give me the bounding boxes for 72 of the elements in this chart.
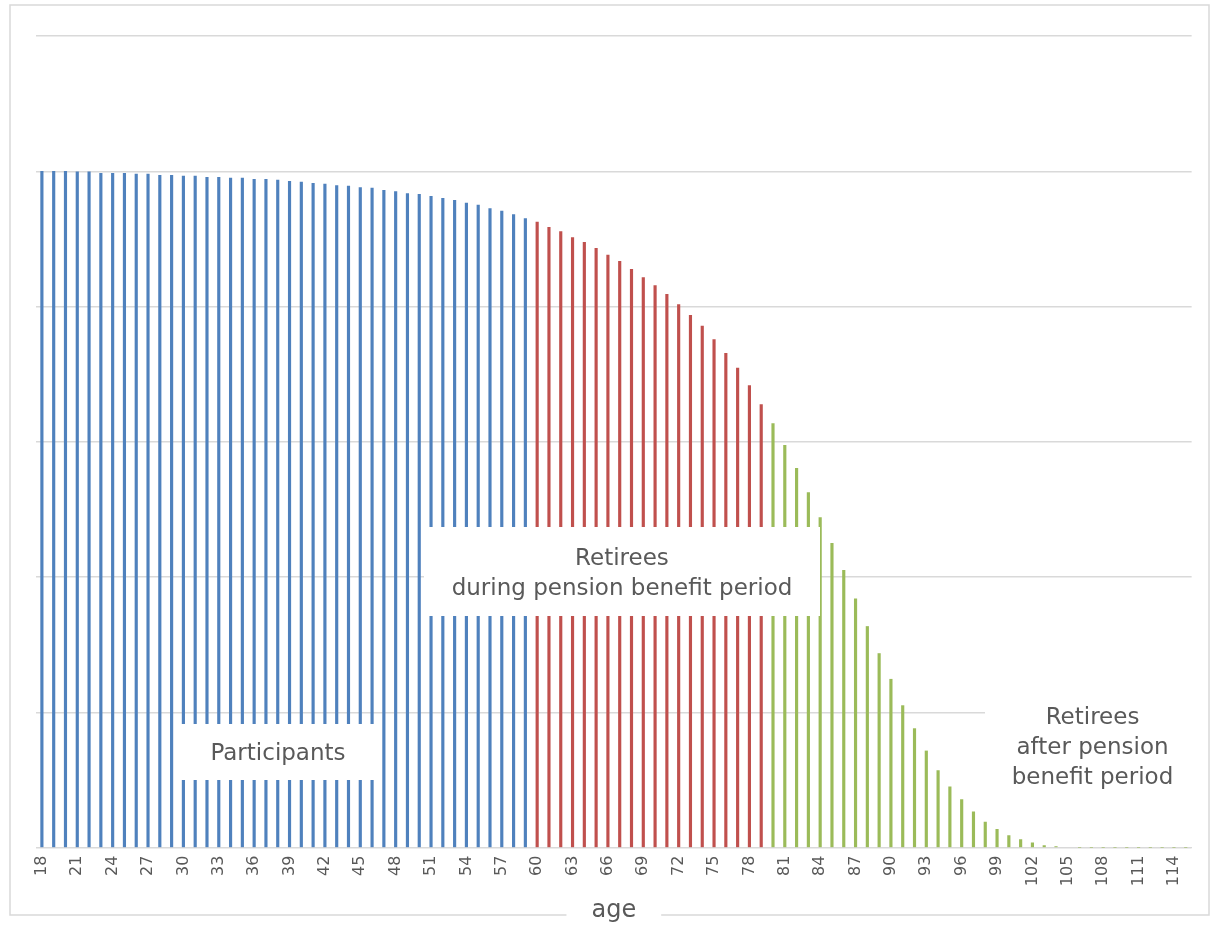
x-tick-label: 102: [1021, 855, 1041, 887]
x-tick-label: 57: [490, 855, 510, 877]
bar: [99, 172, 103, 848]
bar: [971, 811, 976, 848]
bar: [877, 653, 881, 848]
bar: [924, 750, 928, 848]
bar: [1007, 835, 1011, 848]
x-tick-label: 63: [561, 855, 581, 877]
x-tick-label: 51: [420, 855, 440, 877]
bar: [111, 172, 115, 848]
x-tick-label: 72: [667, 855, 687, 877]
annotation: Participants: [180, 724, 376, 780]
bar: [889, 678, 893, 848]
bar: [983, 821, 987, 848]
x-tick-label: 39: [278, 855, 298, 877]
bar: [205, 177, 209, 848]
x-tick-label: 30: [172, 855, 192, 877]
x-tick-label: 75: [703, 855, 723, 877]
bar: [370, 187, 374, 848]
bar: [170, 175, 174, 848]
annotation: Retirees during pension benefit period: [424, 527, 820, 616]
bar: [948, 786, 952, 848]
bar: [75, 171, 79, 848]
x-tick-label: 99: [986, 855, 1006, 877]
bar: [122, 172, 127, 848]
x-tick-label: 93: [915, 855, 935, 877]
x-tick-label: 81: [773, 855, 793, 877]
bar: [960, 799, 964, 848]
bar: [382, 189, 386, 848]
bar: [865, 626, 869, 848]
x-tick-label: 78: [738, 855, 758, 877]
bar: [87, 171, 91, 848]
bar: [853, 598, 858, 848]
x-tick-label: 36: [243, 855, 263, 877]
x-tick-label: 114: [1163, 855, 1183, 887]
x-tick-label: 105: [1056, 855, 1076, 887]
x-tick-label: 96: [950, 855, 970, 877]
bar: [405, 193, 410, 848]
bar: [134, 173, 138, 848]
bar: [830, 542, 834, 848]
bar: [394, 191, 398, 848]
x-tick-label: 48: [384, 855, 404, 877]
x-axis-title: age: [591, 894, 637, 923]
x-tick-label: 45: [349, 855, 369, 877]
x-tick-label: 24: [101, 855, 121, 877]
x-tick-label: 84: [809, 855, 829, 877]
bar: [1019, 839, 1023, 848]
x-tick-label: 66: [597, 855, 617, 877]
x-tick-label: 33: [207, 855, 227, 877]
x-tick-label: 69: [632, 855, 652, 877]
bar: [995, 829, 999, 848]
x-tick-label: 111: [1127, 855, 1147, 887]
bar: [63, 170, 68, 848]
bar: [146, 173, 150, 848]
x-tick-label: 42: [314, 855, 334, 877]
x-tick-label: 54: [455, 855, 475, 877]
bar: [40, 170, 44, 848]
bar: [842, 570, 846, 848]
bar: [901, 705, 905, 848]
bar: [52, 170, 56, 848]
x-tick-label: 108: [1092, 855, 1112, 887]
x-tick-label: 18: [31, 855, 51, 877]
bar: [936, 770, 940, 848]
bar: [912, 728, 917, 848]
x-tick-label: 60: [526, 855, 546, 877]
bar: [417, 193, 421, 848]
x-tick-label: 21: [66, 855, 86, 877]
x-tick-label: 27: [137, 855, 157, 877]
x-tick-label: 90: [880, 855, 900, 877]
x-tick-label: 87: [844, 855, 864, 877]
annotation: Retirees after pension benefit period: [985, 690, 1200, 802]
bar: [158, 175, 162, 848]
